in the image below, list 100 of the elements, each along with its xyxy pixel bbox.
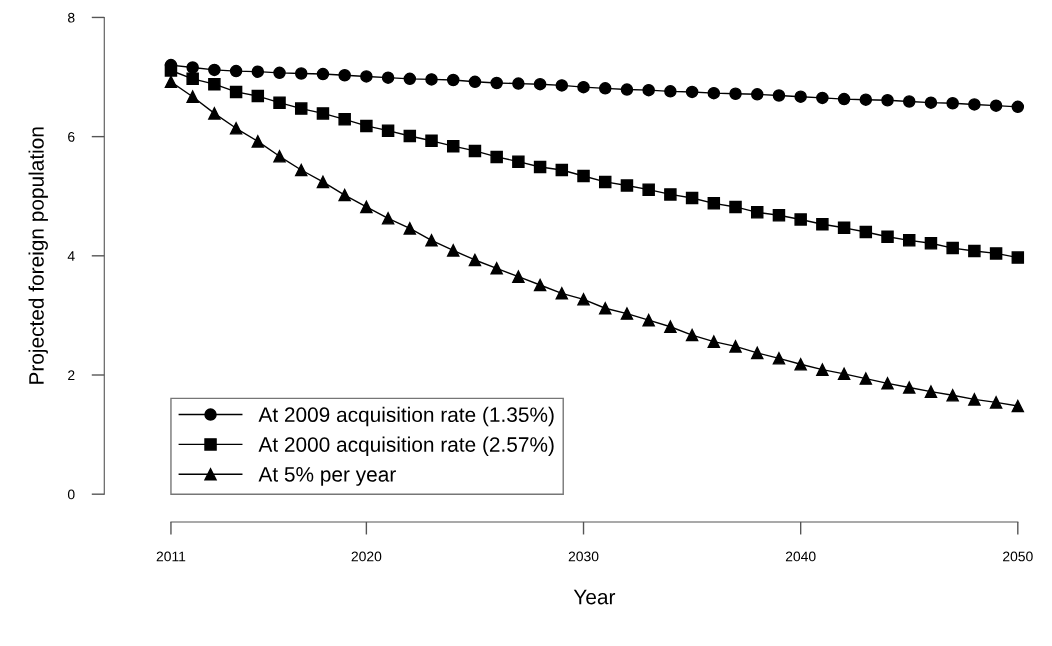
point: [924, 237, 938, 250]
point: [208, 107, 221, 120]
point: [794, 358, 807, 371]
legend-label: At 2009 acquisition rate (1.35%): [258, 406, 554, 427]
point: [794, 90, 807, 103]
y-axis-title: Projected foreign population: [28, 127, 48, 384]
point: [707, 197, 721, 210]
point: [490, 262, 503, 275]
point: [1011, 251, 1025, 264]
point: [229, 64, 243, 78]
point: [1011, 100, 1025, 114]
point: [555, 287, 569, 300]
point: [294, 102, 308, 115]
point: [490, 150, 503, 164]
point: [294, 163, 308, 177]
point: [446, 139, 460, 153]
point: [620, 307, 634, 320]
y-tick-label: 0: [67, 489, 75, 500]
point: [164, 64, 178, 77]
point: [468, 253, 482, 267]
point: [750, 88, 764, 101]
point: [816, 91, 829, 105]
point: [642, 313, 655, 327]
point: [468, 144, 482, 158]
y-tick-label: 4: [67, 251, 75, 261]
point: [664, 188, 677, 201]
point: [772, 209, 786, 222]
point: [924, 96, 938, 109]
point: [989, 396, 1003, 409]
point: [229, 85, 243, 99]
point: [707, 335, 721, 348]
point: [273, 66, 286, 80]
point: [381, 124, 395, 137]
point: [816, 217, 829, 231]
point: [403, 72, 417, 86]
point: [707, 86, 721, 100]
point: [946, 389, 959, 402]
point: [837, 367, 851, 381]
point: [446, 244, 460, 257]
point: [381, 212, 395, 225]
point: [1011, 399, 1025, 413]
point: [772, 352, 786, 365]
point: [924, 385, 938, 398]
point: [251, 135, 265, 148]
point: [512, 270, 525, 283]
point: [989, 99, 1003, 112]
point: [968, 244, 981, 258]
point: [685, 328, 699, 342]
point: [360, 200, 373, 214]
point: [729, 200, 742, 214]
point: [208, 77, 221, 91]
point: [403, 222, 417, 235]
point: [968, 393, 981, 406]
point: [381, 71, 395, 84]
point: [664, 85, 677, 98]
point: [859, 225, 873, 239]
point: [946, 241, 959, 255]
point: [881, 94, 894, 107]
point: [316, 67, 330, 81]
point: [360, 119, 373, 133]
point: [338, 68, 351, 82]
point: [338, 188, 351, 202]
point: [294, 67, 308, 80]
legend-label: At 5% per year: [258, 467, 396, 486]
point: [186, 72, 199, 86]
point: [598, 175, 612, 189]
x-tick-label: 2020: [351, 551, 382, 562]
point: [164, 75, 178, 89]
point: [620, 83, 634, 96]
point: [251, 65, 265, 78]
point: [273, 150, 286, 163]
point: [664, 320, 677, 333]
x-tick-label: 2030: [568, 551, 599, 562]
point: [598, 82, 612, 95]
point: [946, 97, 959, 110]
point: [859, 93, 873, 106]
x-tick-label: 2011: [156, 551, 186, 562]
point: [881, 377, 894, 390]
point: [968, 98, 981, 111]
point: [902, 95, 916, 108]
point: [577, 169, 590, 183]
point: [251, 89, 265, 103]
point: [729, 87, 742, 100]
point: [642, 83, 655, 97]
point: [555, 163, 569, 177]
point: [533, 278, 547, 292]
point: [902, 381, 916, 394]
point: [881, 230, 894, 243]
point: [425, 73, 438, 86]
point: [555, 79, 569, 92]
point: [338, 113, 351, 126]
point: [794, 213, 807, 226]
y-tick-label: 2: [68, 370, 75, 381]
point: [577, 80, 590, 94]
point: [685, 191, 699, 205]
point: [620, 179, 634, 192]
point: [229, 122, 243, 135]
point: [425, 134, 438, 148]
point: [360, 70, 373, 83]
point: [425, 234, 438, 247]
